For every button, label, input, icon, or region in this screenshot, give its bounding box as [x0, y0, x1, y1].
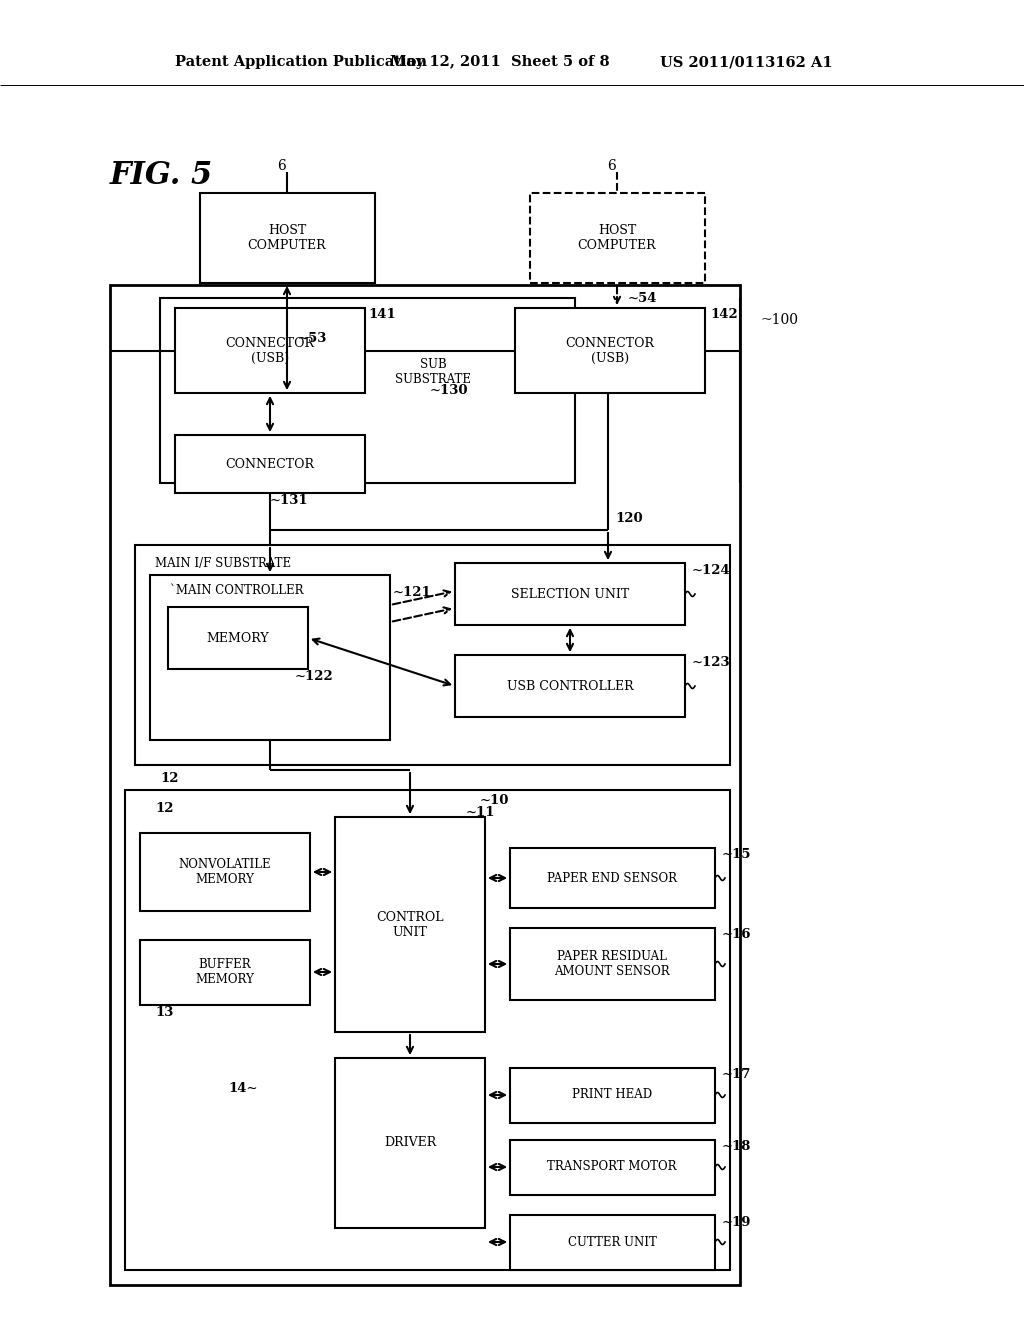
Text: CONNECTOR
(USB): CONNECTOR (USB): [565, 337, 654, 366]
Text: SELECTION UNIT: SELECTION UNIT: [511, 587, 629, 601]
Bar: [455, 564, 685, 624]
Text: DRIVER: DRIVER: [384, 1137, 436, 1150]
Text: ~131: ~131: [270, 494, 308, 507]
Text: HOST
COMPUTER: HOST COMPUTER: [248, 224, 327, 252]
Text: CONNECTOR
(USB): CONNECTOR (USB): [225, 337, 314, 366]
Bar: [175, 308, 365, 393]
Text: ~130: ~130: [430, 384, 469, 396]
Text: `MAIN CONTROLLER: `MAIN CONTROLLER: [170, 583, 303, 597]
Text: ~17: ~17: [722, 1068, 752, 1081]
Text: ~11: ~11: [466, 805, 496, 818]
Text: ~53: ~53: [298, 331, 328, 345]
Text: 12: 12: [160, 771, 178, 784]
Text: 120: 120: [615, 511, 643, 524]
Text: ~124: ~124: [692, 564, 731, 577]
Text: 142: 142: [710, 309, 737, 322]
Text: Patent Application Publication: Patent Application Publication: [175, 55, 427, 69]
Bar: [125, 789, 730, 1270]
Text: MEMORY: MEMORY: [207, 631, 269, 644]
Text: ~19: ~19: [722, 1216, 752, 1229]
Text: CONTROL
UNIT: CONTROL UNIT: [376, 911, 443, 939]
Text: May 12, 2011  Sheet 5 of 8: May 12, 2011 Sheet 5 of 8: [390, 55, 609, 69]
Bar: [160, 298, 575, 483]
Bar: [335, 1059, 485, 1228]
Text: BUFFER
MEMORY: BUFFER MEMORY: [196, 958, 254, 986]
Text: ~18: ~18: [722, 1140, 752, 1154]
Text: TRANSPORT MOTOR: TRANSPORT MOTOR: [547, 1160, 677, 1173]
Text: ~15: ~15: [722, 849, 752, 862]
Text: ~100: ~100: [760, 313, 798, 327]
Bar: [135, 545, 730, 766]
Text: ~16: ~16: [722, 928, 752, 941]
Text: PAPER END SENSOR: PAPER END SENSOR: [547, 871, 677, 884]
Text: CUTTER UNIT: CUTTER UNIT: [567, 1236, 656, 1249]
Bar: [510, 1068, 715, 1123]
Text: 12: 12: [155, 801, 173, 814]
Bar: [515, 308, 705, 393]
Bar: [150, 576, 390, 741]
Text: PRINT HEAD: PRINT HEAD: [572, 1089, 652, 1101]
Text: NONVOLATILE
MEMORY: NONVOLATILE MEMORY: [178, 858, 271, 886]
Bar: [335, 817, 485, 1032]
Text: CONNECTOR: CONNECTOR: [225, 458, 314, 471]
Text: 14~: 14~: [228, 1081, 257, 1094]
Text: SUB
SUBSTRATE: SUB SUBSTRATE: [395, 358, 471, 385]
Bar: [175, 436, 365, 492]
Text: ~10: ~10: [480, 793, 509, 807]
Bar: [510, 1140, 715, 1195]
Text: HOST
COMPUTER: HOST COMPUTER: [578, 224, 656, 252]
Bar: [510, 847, 715, 908]
Bar: [110, 285, 740, 1284]
Text: 13: 13: [155, 1006, 173, 1019]
Bar: [140, 833, 310, 911]
Text: US 2011/0113162 A1: US 2011/0113162 A1: [660, 55, 833, 69]
Bar: [140, 940, 310, 1005]
Text: 141: 141: [368, 309, 395, 322]
Bar: [530, 193, 705, 282]
Bar: [510, 928, 715, 1001]
Text: ~122: ~122: [295, 669, 334, 682]
Text: 6: 6: [607, 158, 616, 173]
Text: PAPER RESIDUAL
AMOUNT SENSOR: PAPER RESIDUAL AMOUNT SENSOR: [554, 950, 670, 978]
Text: USB CONTROLLER: USB CONTROLLER: [507, 680, 633, 693]
Text: ~121: ~121: [393, 586, 432, 598]
Text: ~54: ~54: [628, 292, 657, 305]
Text: ~123: ~123: [692, 656, 731, 668]
Text: MAIN I/F SUBSTRATE: MAIN I/F SUBSTRATE: [155, 557, 291, 569]
Bar: [455, 655, 685, 717]
Text: FIG. 5: FIG. 5: [110, 160, 213, 190]
Text: 6: 6: [278, 158, 287, 173]
Bar: [168, 607, 308, 669]
Bar: [200, 193, 375, 282]
Bar: [510, 1214, 715, 1270]
